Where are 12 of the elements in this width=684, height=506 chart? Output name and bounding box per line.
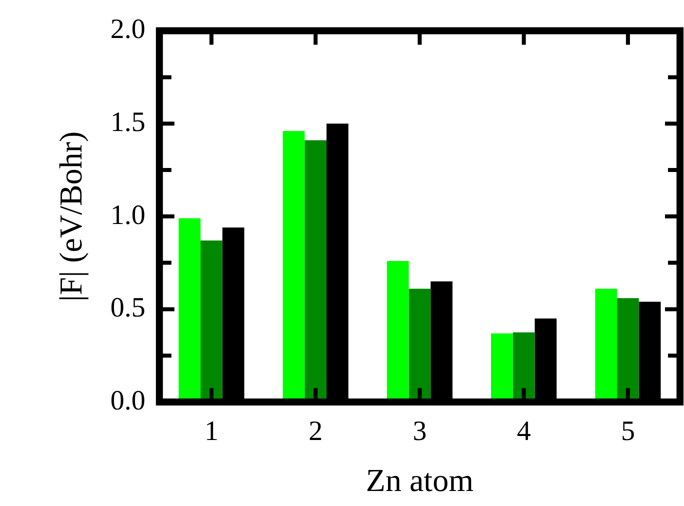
y-tick-label: 0.5 xyxy=(110,292,146,324)
y-axis-title: |F| (eV/Bohr) xyxy=(52,131,89,302)
y-tick-label: 0.0 xyxy=(110,385,146,416)
x-tick-label: 4 xyxy=(516,416,531,448)
y-tick-label: 1.5 xyxy=(110,106,146,138)
y-tick-label: 1.0 xyxy=(110,200,146,231)
x-tick-label: 3 xyxy=(412,416,427,448)
x-axis-title: Zn atom xyxy=(366,462,474,498)
x-tick-label: 5 xyxy=(620,416,635,448)
x-tick-label: 2 xyxy=(308,416,323,448)
x-tick-label: 1 xyxy=(204,416,218,448)
y-tick-label: 2.0 xyxy=(110,14,146,46)
